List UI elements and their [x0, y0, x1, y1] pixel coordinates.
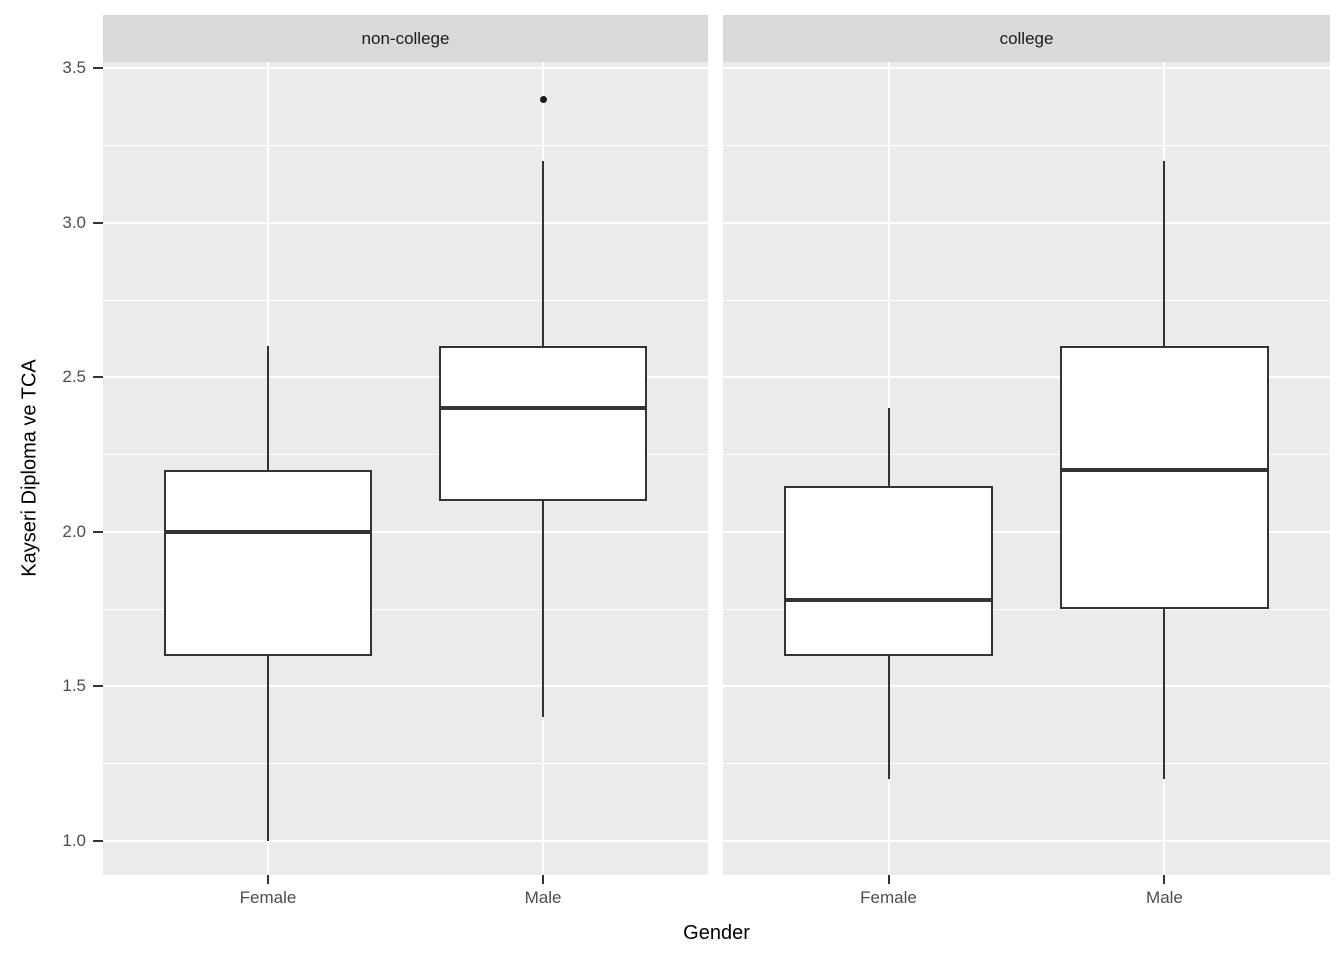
- minor-gridline: [103, 454, 708, 456]
- y-axis-tick-marks: [93, 62, 103, 875]
- y-tick-label: 3.5: [62, 58, 86, 78]
- minor-gridline: [103, 299, 708, 301]
- upper-whisker: [1163, 160, 1166, 347]
- major-gridline: [103, 530, 708, 533]
- y-tick-label: 1.0: [62, 830, 86, 850]
- y-tick-label: 2.0: [62, 521, 86, 541]
- minor-gridline: [723, 454, 1330, 456]
- major-gridline: [103, 839, 708, 842]
- panel-college: [723, 62, 1330, 875]
- major-gridline: [103, 67, 708, 70]
- y-tick-label: 3.0: [62, 212, 86, 232]
- x-tick-mark: [266, 875, 269, 884]
- x-tick-mark: [1163, 875, 1166, 884]
- upper-whisker: [542, 160, 545, 347]
- minor-gridline: [103, 608, 708, 610]
- major-gridline: [723, 839, 1330, 842]
- upper-whisker: [887, 408, 890, 486]
- minor-gridline: [103, 763, 708, 765]
- major-gridline: [723, 530, 1330, 533]
- x-tick-label: Male: [1146, 888, 1183, 907]
- x-tick-label: Female: [860, 888, 917, 907]
- lower-whisker: [542, 500, 545, 718]
- lower-whisker: [1163, 609, 1166, 780]
- x-tick-mark: [542, 875, 545, 884]
- facet-strip-label: non-college: [361, 28, 450, 48]
- x-tick-mark: [887, 875, 890, 884]
- major-gridline: [103, 685, 708, 688]
- upper-whisker: [266, 346, 269, 471]
- major-gridline: [723, 221, 1330, 224]
- box-iqr: [163, 470, 373, 656]
- major-gridline: [103, 221, 708, 224]
- y-tick-mark: [93, 221, 103, 224]
- facet-strip-label: college: [999, 28, 1054, 48]
- major-gridline: [103, 376, 708, 379]
- x-axis-title-text: Gender: [683, 922, 750, 944]
- minor-gridline: [103, 144, 708, 146]
- x-axis-college: Female Male: [723, 875, 1330, 917]
- minor-gridline: [723, 608, 1330, 610]
- y-tick-label: 1.5: [62, 676, 86, 696]
- median-line: [438, 406, 648, 411]
- y-tick-mark: [93, 376, 103, 379]
- box-iqr: [784, 485, 993, 656]
- y-tick-label: 2.5: [62, 367, 86, 387]
- x-tick-label: Female: [239, 888, 297, 907]
- major-gridline: [723, 685, 1330, 688]
- facet-strip-college: college: [723, 15, 1330, 62]
- median-line: [784, 597, 993, 602]
- x-axis-title: Gender: [103, 922, 1330, 945]
- x-axis-non-college: Female Male: [103, 875, 708, 917]
- box-iqr: [1060, 346, 1269, 610]
- facet-strip-non-college: non-college: [103, 15, 708, 62]
- y-tick-mark: [93, 839, 103, 842]
- minor-gridline: [723, 763, 1330, 765]
- y-axis-labels: 3.5 3.0 2.5 2.0 1.5 1.0: [0, 58, 86, 875]
- y-tick-mark: [93, 530, 103, 533]
- y-tick-mark: [93, 67, 103, 70]
- minor-gridline: [723, 299, 1330, 301]
- lower-whisker: [887, 655, 890, 780]
- panel-non-college: [103, 62, 708, 875]
- lower-whisker: [266, 655, 269, 841]
- box-iqr: [438, 346, 648, 501]
- minor-gridline: [723, 144, 1330, 146]
- major-gridline: [723, 67, 1330, 70]
- median-line: [1060, 468, 1269, 473]
- y-tick-mark: [93, 685, 103, 688]
- median-line: [163, 529, 373, 534]
- major-gridline: [723, 376, 1330, 379]
- x-tick-label: Male: [524, 888, 562, 907]
- outlier-point: [539, 95, 547, 103]
